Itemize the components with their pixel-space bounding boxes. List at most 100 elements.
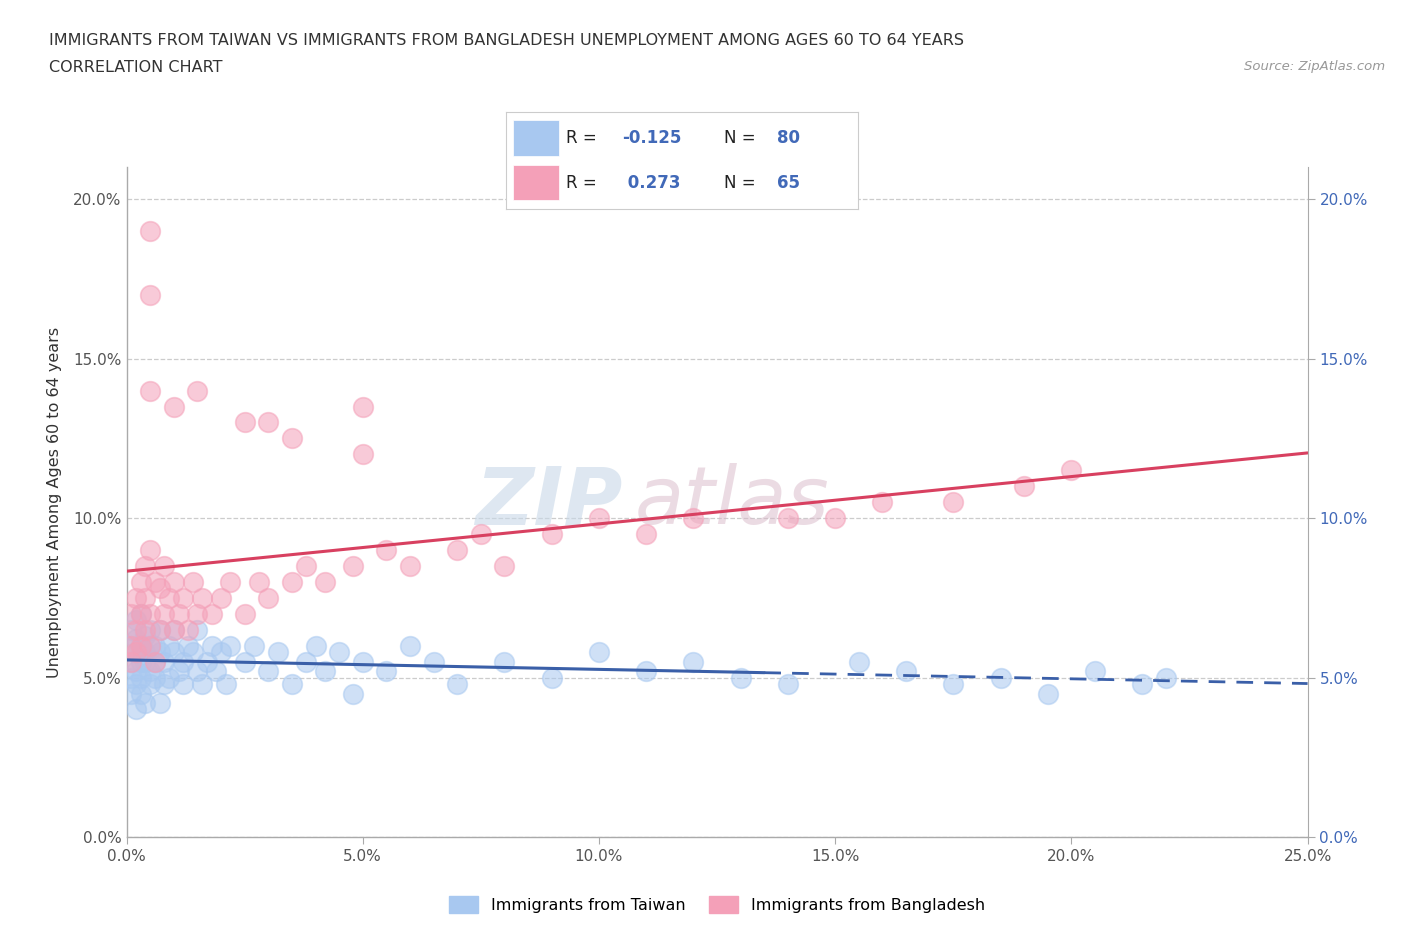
Point <box>186 383 208 398</box>
Point <box>636 664 658 679</box>
Point <box>134 622 156 637</box>
Point <box>209 591 232 605</box>
Point <box>120 638 142 653</box>
Point <box>191 591 214 605</box>
Point <box>177 638 200 653</box>
Point <box>399 638 422 653</box>
Point <box>139 676 162 691</box>
Point <box>257 664 280 679</box>
Point <box>172 591 194 605</box>
Point <box>139 622 162 637</box>
Point <box>682 511 704 525</box>
Text: ZIP: ZIP <box>475 463 623 541</box>
Point <box>281 431 304 445</box>
FancyBboxPatch shape <box>513 166 560 201</box>
Point <box>267 644 290 659</box>
Point <box>129 606 152 621</box>
Point <box>120 622 142 637</box>
Point <box>153 606 176 621</box>
Point <box>157 638 180 653</box>
Point <box>446 676 468 691</box>
Point <box>153 654 176 669</box>
Point <box>149 644 172 659</box>
Point <box>181 644 204 659</box>
Point <box>125 644 148 659</box>
Point <box>143 575 166 590</box>
Point <box>134 644 156 659</box>
Point <box>157 591 180 605</box>
Text: N =: N = <box>724 174 755 192</box>
Point <box>1130 676 1153 691</box>
Point <box>125 644 148 659</box>
Text: IMMIGRANTS FROM TAIWAN VS IMMIGRANTS FROM BANGLADESH UNEMPLOYMENT AMONG AGES 60 : IMMIGRANTS FROM TAIWAN VS IMMIGRANTS FRO… <box>49 33 965 47</box>
Point <box>172 676 194 691</box>
Point <box>200 638 222 653</box>
Point <box>134 629 156 644</box>
Point <box>125 622 148 637</box>
Point <box>281 676 304 691</box>
Point <box>149 622 172 637</box>
Point <box>281 575 304 590</box>
Point <box>314 575 336 590</box>
Point <box>139 224 162 239</box>
Point <box>342 686 364 701</box>
Point <box>167 664 190 679</box>
Point <box>636 526 658 541</box>
Point <box>191 676 214 691</box>
Point <box>163 644 186 659</box>
Point <box>422 654 444 669</box>
Point <box>375 664 398 679</box>
Point <box>682 654 704 669</box>
Point <box>470 526 492 541</box>
Legend: Immigrants from Taiwan, Immigrants from Bangladesh: Immigrants from Taiwan, Immigrants from … <box>443 890 991 920</box>
Point <box>1012 479 1035 494</box>
Point <box>219 638 242 653</box>
Y-axis label: Unemployment Among Ages 60 to 64 years: Unemployment Among Ages 60 to 64 years <box>48 326 62 678</box>
Point <box>304 638 326 653</box>
Point <box>139 606 162 621</box>
Text: 65: 65 <box>778 174 800 192</box>
Point <box>134 559 156 574</box>
Point <box>243 638 266 653</box>
Point <box>824 511 846 525</box>
Point <box>352 447 374 462</box>
Point <box>153 676 176 691</box>
Point <box>776 676 799 691</box>
Text: Source: ZipAtlas.com: Source: ZipAtlas.com <box>1244 60 1385 73</box>
Point <box>143 671 166 685</box>
Point <box>125 591 148 605</box>
Point <box>125 702 148 717</box>
Point <box>120 638 142 653</box>
Point <box>149 622 172 637</box>
Point <box>872 495 894 510</box>
Point <box>215 676 238 691</box>
Point <box>942 495 965 510</box>
Point <box>129 606 152 621</box>
Point <box>129 575 152 590</box>
Point <box>894 664 917 679</box>
Point <box>257 591 280 605</box>
Point <box>134 696 156 711</box>
Point <box>125 631 148 646</box>
Point <box>233 654 256 669</box>
Point <box>120 686 142 701</box>
Point <box>134 654 156 669</box>
Point <box>143 638 166 653</box>
Point <box>120 654 142 669</box>
Point <box>399 559 422 574</box>
Point <box>129 638 152 653</box>
Point <box>257 415 280 430</box>
Point <box>776 511 799 525</box>
Point <box>375 542 398 557</box>
Point <box>942 676 965 691</box>
Point <box>149 696 172 711</box>
Point <box>494 654 516 669</box>
Point <box>143 654 166 669</box>
Point <box>125 664 148 679</box>
Point <box>177 622 200 637</box>
FancyBboxPatch shape <box>513 120 560 155</box>
Point <box>186 622 208 637</box>
Point <box>352 654 374 669</box>
Point <box>129 638 152 653</box>
Point <box>295 559 318 574</box>
